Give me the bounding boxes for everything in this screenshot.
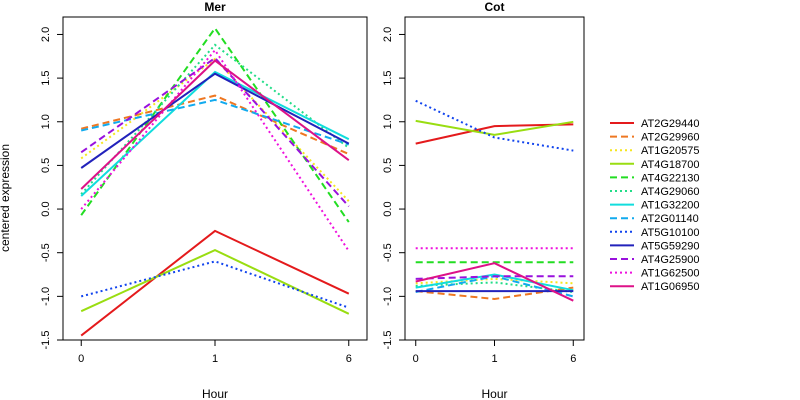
legend-label: AT4G18700 <box>641 159 700 171</box>
series-line <box>415 277 574 285</box>
y-tick-label: 0.5 <box>40 158 52 173</box>
y-axis-title: centered expression <box>0 144 12 252</box>
legend-item: AT5G10100 <box>610 227 700 239</box>
y-tick-label: -1.5 <box>40 331 52 350</box>
series-line <box>415 123 574 145</box>
series-line <box>415 262 574 302</box>
legend: AT2G29440AT2G29960AT1G20575AT4G18700AT4G… <box>610 118 700 293</box>
legend-label: AT4G29060 <box>641 186 700 198</box>
series-line <box>415 275 574 280</box>
legend-item: AT4G25900 <box>610 254 700 266</box>
y-tick-label: 1.0 <box>382 114 394 129</box>
y-tick-label: -1.0 <box>40 287 52 306</box>
panel-title: Mer <box>204 0 226 14</box>
legend-item: AT2G29960 <box>610 132 700 144</box>
x-tick-label: 0 <box>78 353 84 365</box>
y-tick-label: 1.5 <box>382 70 394 85</box>
legend-item: AT2G29440 <box>610 118 700 130</box>
y-tick-label: -1.0 <box>382 287 394 306</box>
series-line <box>80 56 350 208</box>
legend-label: AT2G29960 <box>641 132 700 144</box>
panel-mer: Mer -1.5 -1.0 -0.5 0.0 0.5 1.0 1.5 2.0 0 1 6 Hour <box>40 0 368 400</box>
panels-group: Mer-1.5-1.0-0.50.00.51.01.52.00 1 6HourCot… <box>40 0 585 400</box>
y-tick-label: 1.0 <box>40 114 52 129</box>
y-tick-label: 0.0 <box>382 201 394 216</box>
x-tick-label: 6 <box>346 353 352 365</box>
legend-label: AT1G32200 <box>641 200 700 212</box>
legend-item: AT5G59290 <box>610 240 700 252</box>
series-line <box>80 248 350 315</box>
series-line <box>80 72 350 169</box>
legend-label: AT5G10100 <box>641 227 700 239</box>
series-line <box>80 260 350 309</box>
x-tick-label: 6 <box>570 353 576 365</box>
y-tick-label: 1.5 <box>40 70 52 85</box>
x-tick-label: 1 <box>212 353 218 365</box>
legend-item: AT1G20575 <box>610 145 700 157</box>
series-line <box>80 229 350 337</box>
panel-cot: Cot -1.5 -1.0 -0.5 0.0 0.5 1.0 1.5 2.0 0 1 6 Hour <box>382 0 585 400</box>
legend-label: AT1G62500 <box>641 268 700 280</box>
series-line <box>80 98 350 146</box>
legend-label: AT5G59290 <box>641 240 700 252</box>
legend-label: AT1G06950 <box>641 281 700 293</box>
legend-item: AT4G18700 <box>610 159 700 171</box>
y-tick-label: -0.5 <box>40 243 52 262</box>
legend-label: AT4G22130 <box>641 172 700 184</box>
x-tick-label: 0 <box>413 353 419 365</box>
y-tick-label: -0.5 <box>382 243 394 262</box>
series-line <box>80 94 350 156</box>
legend-item: AT2G01140 <box>610 213 699 225</box>
x-tick-label: 1 <box>491 353 497 365</box>
legend-label: AT2G01140 <box>641 213 699 225</box>
legend-item: AT1G32200 <box>610 200 700 212</box>
panel-title: Cot <box>485 0 505 14</box>
y-tick-label: 2.0 <box>40 27 52 42</box>
legend-item: AT4G29060 <box>610 186 700 198</box>
x-axis-title: Hour <box>481 387 507 400</box>
series-line <box>415 273 574 292</box>
y-tick-label: -1.5 <box>382 331 394 350</box>
legend-label: AT1G20575 <box>641 145 700 157</box>
series-line <box>80 57 350 202</box>
legend-item: AT1G62500 <box>610 268 700 280</box>
legend-label: AT4G25900 <box>641 254 700 266</box>
series-line <box>80 43 350 195</box>
series-line <box>80 59 350 190</box>
y-tick-label: 0.0 <box>40 201 52 216</box>
y-tick-label: 2.0 <box>382 27 394 42</box>
legend-label: AT2G29440 <box>641 118 700 130</box>
series-line <box>415 99 574 152</box>
series-line <box>80 70 350 197</box>
legend-item: AT1G06950 <box>610 281 700 293</box>
x-axis-title: Hour <box>202 387 228 400</box>
legend-item: AT4G22130 <box>610 172 700 184</box>
series-line <box>415 119 574 136</box>
y-tick-label: 0.5 <box>382 158 394 173</box>
